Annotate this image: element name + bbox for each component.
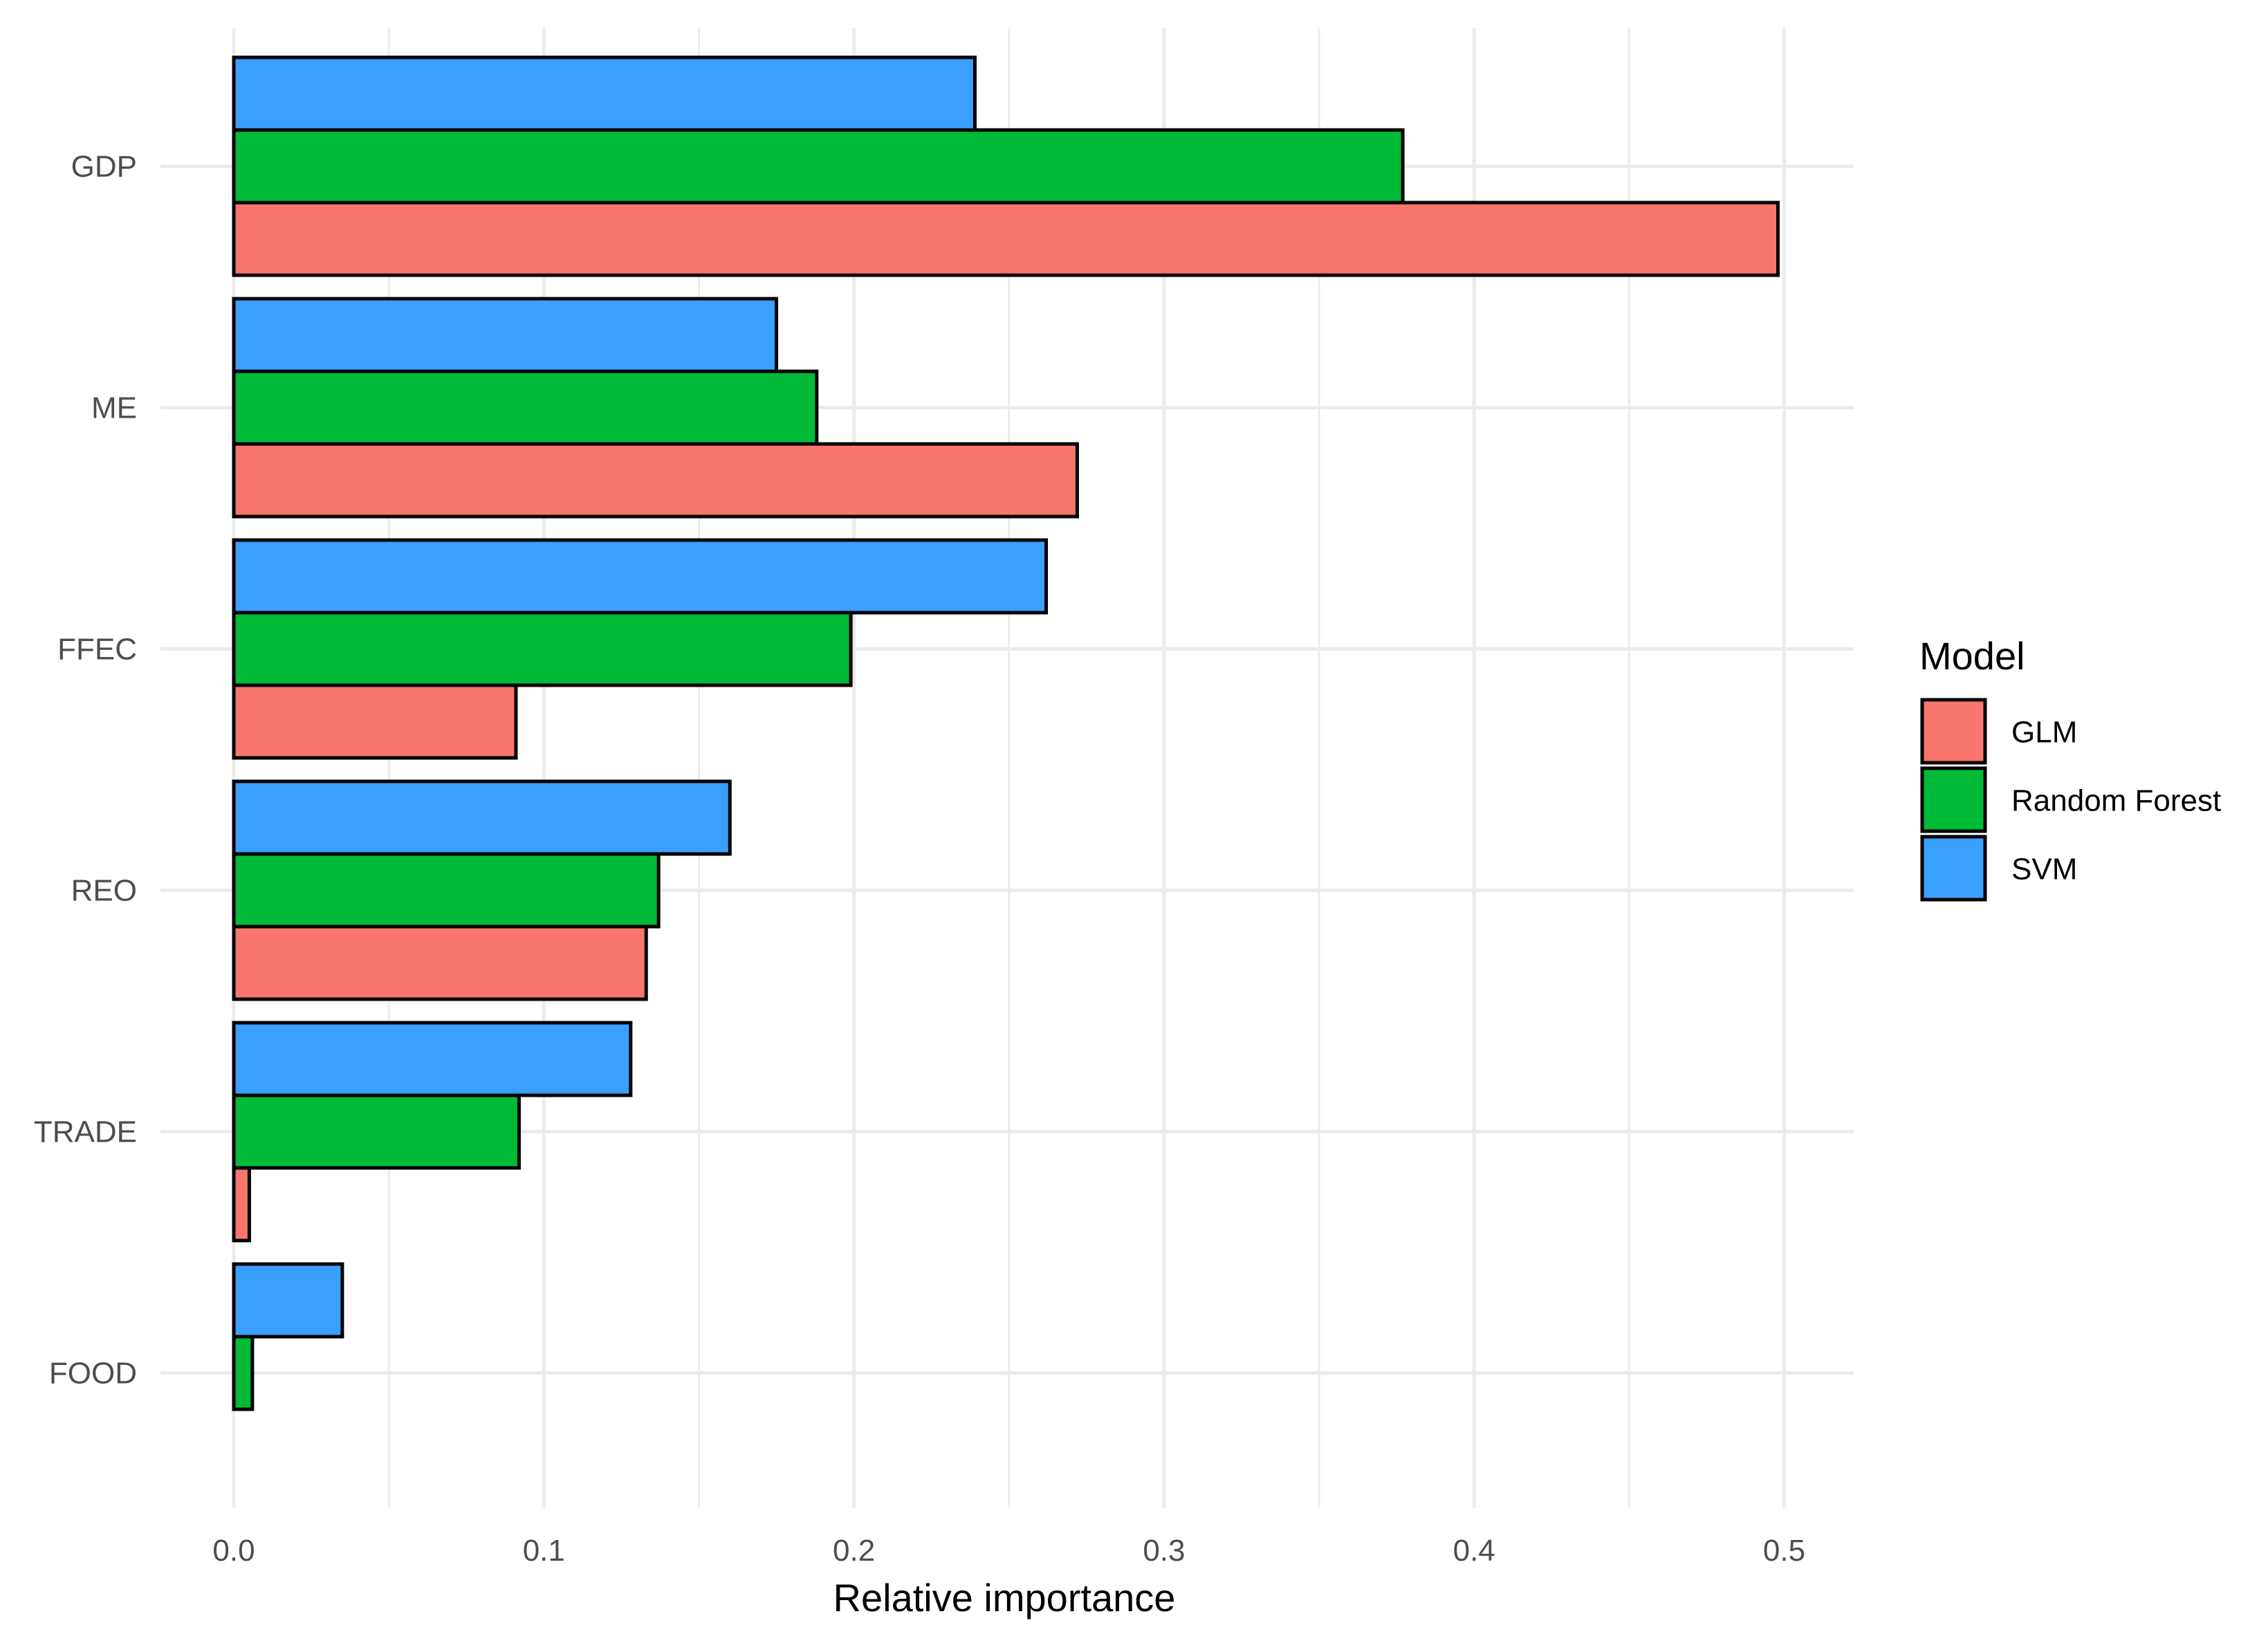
bar-ffec-svm (232, 538, 1049, 615)
bar-trade-random-forest (232, 1093, 521, 1170)
bar-ffec-glm (232, 683, 518, 760)
y-tick-label: FFEC (57, 633, 137, 667)
x-tick-label: 0.0 (212, 1534, 255, 1568)
x-tick-label: 0.4 (1453, 1534, 1495, 1568)
bar-me-random-forest (232, 369, 819, 446)
bars (232, 55, 1780, 1411)
x-tick-label: 0.2 (833, 1534, 875, 1568)
legend: Model GLM Random Forest SVM (1919, 634, 2221, 902)
bar-reo-random-forest (232, 852, 661, 929)
y-tick-label: REO (71, 874, 137, 908)
bar-gdp-glm (232, 201, 1780, 277)
x-axis-title: Relative importance (833, 1576, 1176, 1619)
y-tick-label: GDP (71, 150, 137, 184)
x-tick-label: 0.3 (1143, 1534, 1185, 1568)
bar-gdp-svm (232, 55, 977, 132)
legend-key-svm (1920, 835, 1987, 902)
bar-food-random-forest (232, 1335, 255, 1411)
bar-me-svm (232, 297, 779, 373)
legend-key-random-forest (1920, 766, 1987, 833)
bar-me-glm (232, 442, 1079, 519)
y-tick-label: TRADE (34, 1115, 137, 1149)
legend-title: Model (1919, 634, 2025, 678)
bar-ffec-random-forest (232, 611, 853, 687)
y-tick-label: ME (91, 391, 137, 425)
bar-reo-glm (232, 925, 648, 1001)
bar-gdp-random-forest (232, 128, 1405, 205)
bar-trade-svm (232, 1021, 633, 1097)
legend-key-glm (1920, 698, 1987, 765)
x-tick-label: 0.1 (523, 1534, 565, 1568)
legend-label: Random Forest (2011, 784, 2221, 818)
y-axis-tick-labels: GDP ME FFEC REO TRADE FOOD (34, 150, 137, 1391)
bar-trade-glm (232, 1166, 251, 1243)
y-tick-label: FOOD (49, 1357, 137, 1391)
legend-entries: GLM Random Forest SVM (1920, 698, 2221, 902)
legend-label: GLM (2011, 716, 2077, 750)
legend-label: SVM (2011, 853, 2077, 886)
bar-reo-svm (232, 779, 732, 856)
x-tick-label: 0.5 (1763, 1534, 1805, 1568)
bar-food-svm (232, 1262, 344, 1339)
x-axis-tick-labels: 0.0 0.1 0.2 0.3 0.4 0.5 (212, 1534, 1805, 1568)
